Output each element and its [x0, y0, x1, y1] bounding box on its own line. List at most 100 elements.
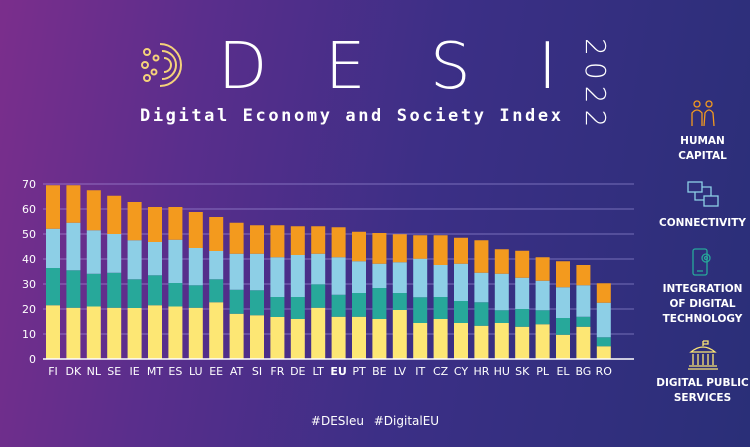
bar-segment-ie-0 [127, 308, 142, 359]
bar-segment-cz-3 [433, 235, 448, 265]
bar-segment-lu-3 [188, 212, 203, 248]
bar-segment-at-1 [229, 289, 244, 314]
bar-segment-lu-1 [188, 285, 203, 308]
bar-segment-be-2 [372, 263, 387, 288]
legend-label: DIGITAL PUBLIC SERVICES [656, 377, 749, 404]
bar-segment-fi-0 [46, 305, 60, 359]
bar-segment-bg-0 [576, 326, 591, 359]
bar-segment-fi-3 [46, 185, 60, 229]
bar-segment-eu-2 [331, 257, 346, 295]
bar-segment-hu-3 [494, 249, 509, 274]
bar-segment-nl-1 [86, 273, 101, 307]
x-tick-label: FI [48, 365, 58, 378]
bar-segment-pl-2 [535, 280, 550, 311]
bar-segment-dk-0 [66, 307, 81, 359]
bar-segment-be-0 [372, 319, 387, 359]
bar-segment-pt-0 [352, 316, 366, 359]
x-tick-label: SI [252, 365, 262, 378]
x-tick-label: PL [536, 365, 550, 378]
bar-segment-es-1 [168, 283, 183, 307]
bar-segment-hr-1 [474, 302, 489, 326]
title-letter: S [430, 30, 471, 104]
bar-segment-mt-2 [148, 242, 162, 276]
legend-label: CONNECTIVITY [659, 217, 746, 229]
bar-segment-se-1 [107, 272, 122, 308]
legend-label: INTEGRATION OF DIGITAL TECHNOLOGY [662, 283, 743, 325]
x-tick-label: LU [189, 365, 203, 378]
bar-segment-nl-2 [86, 230, 101, 274]
bar-segment-hr-2 [474, 272, 489, 303]
bar-segment-lv-1 [392, 293, 407, 310]
people-icon [690, 100, 715, 127]
y-tick-label: 50 [22, 228, 36, 241]
bar-segment-lv-3 [392, 234, 407, 263]
bar-segment-pl-0 [535, 324, 550, 359]
legend-human-capital: HUMAN CAPITAL [655, 100, 750, 164]
bar-segment-cz-1 [433, 297, 448, 319]
phone-gear-icon [691, 248, 711, 276]
x-tick-label: CY [454, 365, 468, 378]
bar-segment-sk-2 [515, 277, 530, 309]
desi-logo-icon [141, 43, 182, 87]
legend-label: HUMAN CAPITAL [678, 135, 727, 162]
stacked-bar-chart: 0 10 20 30 40 50 60 70 FI DK NL SE IE MT ES LU EE AT SI FR D… [22, 178, 634, 378]
x-tick-label: BG [575, 365, 591, 378]
bar-segment-fr-1 [270, 297, 285, 317]
bar-segment-pl-3 [535, 257, 550, 281]
x-tick-label: EE [209, 365, 223, 378]
x-tick-label: IT [415, 365, 425, 378]
bar-segment-pt-2 [352, 261, 366, 293]
bar-segment-si-3 [250, 225, 264, 254]
bar-segment-lt-0 [311, 307, 326, 359]
bar-segment-fi-2 [46, 228, 60, 268]
bar-segment-lu-2 [188, 248, 203, 286]
bar-segment-be-3 [372, 233, 387, 264]
bar-segment-sk-0 [515, 326, 530, 359]
bar-segment-si-2 [250, 253, 264, 291]
x-tick-label: SE [107, 365, 121, 378]
y-tick-label: 30 [22, 278, 36, 291]
bar-segment-se-3 [107, 195, 122, 234]
bar-segment-cy-0 [454, 323, 468, 359]
bar-segment-lu-0 [188, 307, 203, 359]
bar-segment-el-3 [556, 261, 570, 288]
bar-segment-si-0 [250, 315, 264, 359]
x-tick-label: BE [372, 365, 387, 378]
bar-segment-hr-0 [474, 325, 489, 359]
bar-segment-ie-2 [127, 240, 142, 280]
x-tick-label: LT [313, 365, 325, 378]
bar-segment-pt-3 [352, 231, 366, 262]
x-tick-label: HU [494, 365, 510, 378]
bar-segment-ie-3 [127, 202, 142, 241]
x-tick-label: CZ [433, 365, 449, 378]
bar-segment-lv-2 [392, 262, 407, 293]
bar-segment-es-2 [168, 239, 183, 283]
bar-segment-ro-1 [596, 337, 611, 347]
x-tick-label: LV [394, 365, 407, 378]
bar-segment-at-2 [229, 253, 244, 290]
x-tick-label: NL [87, 365, 102, 378]
bar-segment-ee-0 [209, 302, 224, 359]
bar-segment-at-0 [229, 313, 244, 359]
bar-segment-es-3 [168, 207, 183, 240]
x-tick-label: ES [168, 365, 182, 378]
bar-segment-dk-3 [66, 185, 81, 223]
subtitle: Digital Economy and Society Index [140, 106, 564, 126]
bar-segment-eu-0 [331, 316, 346, 359]
bar-segment-hu-2 [494, 273, 509, 311]
bar-segment-be-1 [372, 288, 387, 319]
legend-connectivity: CONNECTIVITY [655, 180, 750, 231]
legend-digital-public-services: DIGITAL PUBLIC SERVICES [655, 340, 750, 406]
bar-segment-it-0 [413, 323, 428, 359]
bar-segment-ee-1 [209, 279, 224, 303]
bar-segment-mt-1 [148, 275, 162, 306]
network-computers-icon [686, 181, 719, 207]
title-letter: I [538, 30, 557, 104]
bar-segment-de-1 [290, 297, 305, 319]
bar-segment-cz-2 [433, 265, 448, 297]
y-tick-label: 20 [22, 303, 36, 316]
bar-segment-pl-1 [535, 310, 550, 325]
x-tick-label: DK [66, 365, 82, 378]
y-tick-label: 70 [22, 178, 36, 191]
bar-segment-de-2 [290, 255, 305, 297]
